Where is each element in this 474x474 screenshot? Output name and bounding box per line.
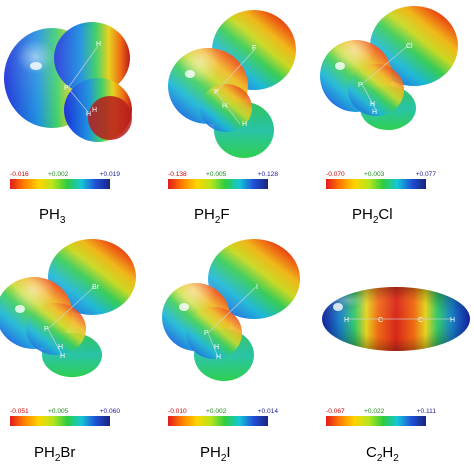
scale-mid-label: +0.005 — [48, 408, 69, 415]
color-scale-bar — [10, 179, 110, 189]
esp-surface-ph2br: Br P H H — [0, 239, 136, 383]
atom-label: H — [58, 344, 63, 351]
panel-ph2br: Br P H H -0.051 +0.005 +0.060 PH2Br — [0, 237, 158, 474]
molecule-formula: C2H2 — [366, 444, 399, 464]
atom-label: H — [370, 101, 375, 108]
scale-max-label: +0.111 — [416, 408, 436, 415]
color-scale: -0.138 +0.005 +0.128 — [168, 171, 278, 191]
panel-ph2cl: Cl P H H -0.070 +0.003 +0.077 PH2Cl — [316, 0, 474, 237]
atom-label: H — [242, 121, 247, 128]
scale-min-label: -0.010 — [168, 408, 187, 415]
molecule-formula: PH2F — [194, 206, 230, 226]
atom-label: H — [214, 344, 219, 351]
atom-label: H — [86, 111, 91, 118]
molecule-formula: PH2Cl — [352, 206, 393, 226]
scale-mid-label: +0.002 — [48, 171, 69, 178]
esp-surface-c2h2: H C C H — [316, 287, 470, 351]
scale-min-label: -0.067 — [326, 408, 345, 415]
molecule-formula: PH3 — [39, 206, 66, 226]
atom-label: H — [344, 317, 349, 324]
scale-min-label: -0.051 — [10, 408, 29, 415]
molecule-formula: PH2I — [200, 444, 231, 464]
panel-ph2i: I P H H -0.010 +0.002 +0.014 PH2I — [158, 237, 316, 474]
color-scale-bar — [326, 416, 426, 426]
atom-label: C — [378, 317, 383, 324]
atom-label: P — [358, 82, 363, 89]
scale-max-label: +0.128 — [257, 171, 278, 178]
color-scale-bar — [10, 416, 110, 426]
esp-surface-ph3: H P H H — [0, 22, 132, 142]
atom-label: H — [372, 109, 377, 116]
color-scale-bar — [326, 179, 426, 189]
panel-c2h2: H C C H -0.067 +0.022 +0.111 C2H2 — [316, 237, 474, 474]
atom-label: H — [92, 107, 97, 114]
atom-label: P — [214, 89, 219, 96]
scale-mid-label: +0.003 — [364, 171, 385, 178]
color-scale-bar — [168, 416, 268, 426]
atom-label: P — [204, 330, 209, 337]
panel-ph2f: F P H H -0.138 +0.005 +0.128 PH2F — [158, 0, 316, 237]
atom-label: H — [96, 41, 101, 48]
color-scale: -0.010 +0.002 +0.014 — [168, 408, 278, 428]
atom-label: P — [64, 85, 69, 92]
atom-label: H — [222, 103, 227, 110]
scale-min-label: -0.070 — [326, 171, 345, 178]
esp-surface-ph2cl: Cl P H H — [316, 6, 458, 140]
color-scale: -0.016 +0.002 +0.019 — [10, 171, 120, 191]
atom-label: H — [216, 354, 221, 361]
atom-label: F — [252, 45, 256, 52]
atom-label: Cl — [406, 43, 413, 50]
esp-surface-ph2i: I P H H — [158, 239, 300, 387]
scale-max-label: +0.014 — [257, 408, 278, 415]
scale-min-label: -0.138 — [168, 171, 187, 178]
scale-max-label: +0.019 — [99, 171, 120, 178]
panel-ph3: H P H H -0.016 +0.002 +0.019 PH3 — [0, 0, 158, 237]
scale-max-label: +0.077 — [415, 171, 436, 178]
esp-surface-ph2f: F P H H — [158, 10, 298, 160]
scale-max-label: +0.060 — [99, 408, 120, 415]
color-scale: -0.067 +0.022 +0.111 — [326, 408, 436, 428]
scale-mid-label: +0.022 — [364, 408, 385, 415]
atom-label: P — [44, 326, 49, 333]
molecule-formula: PH2Br — [34, 444, 76, 464]
atom-label: I — [256, 284, 258, 291]
color-scale: -0.070 +0.003 +0.077 — [326, 171, 436, 191]
scale-mid-label: +0.005 — [206, 171, 227, 178]
atom-label: H — [60, 353, 65, 360]
scale-min-label: -0.016 — [10, 171, 29, 178]
atom-label: Br — [92, 284, 100, 291]
color-scale-bar — [168, 179, 268, 189]
scale-mid-label: +0.002 — [206, 408, 227, 415]
atom-label: H — [450, 317, 455, 324]
color-scale: -0.051 +0.005 +0.060 — [10, 408, 120, 428]
atom-label: C — [418, 317, 423, 324]
